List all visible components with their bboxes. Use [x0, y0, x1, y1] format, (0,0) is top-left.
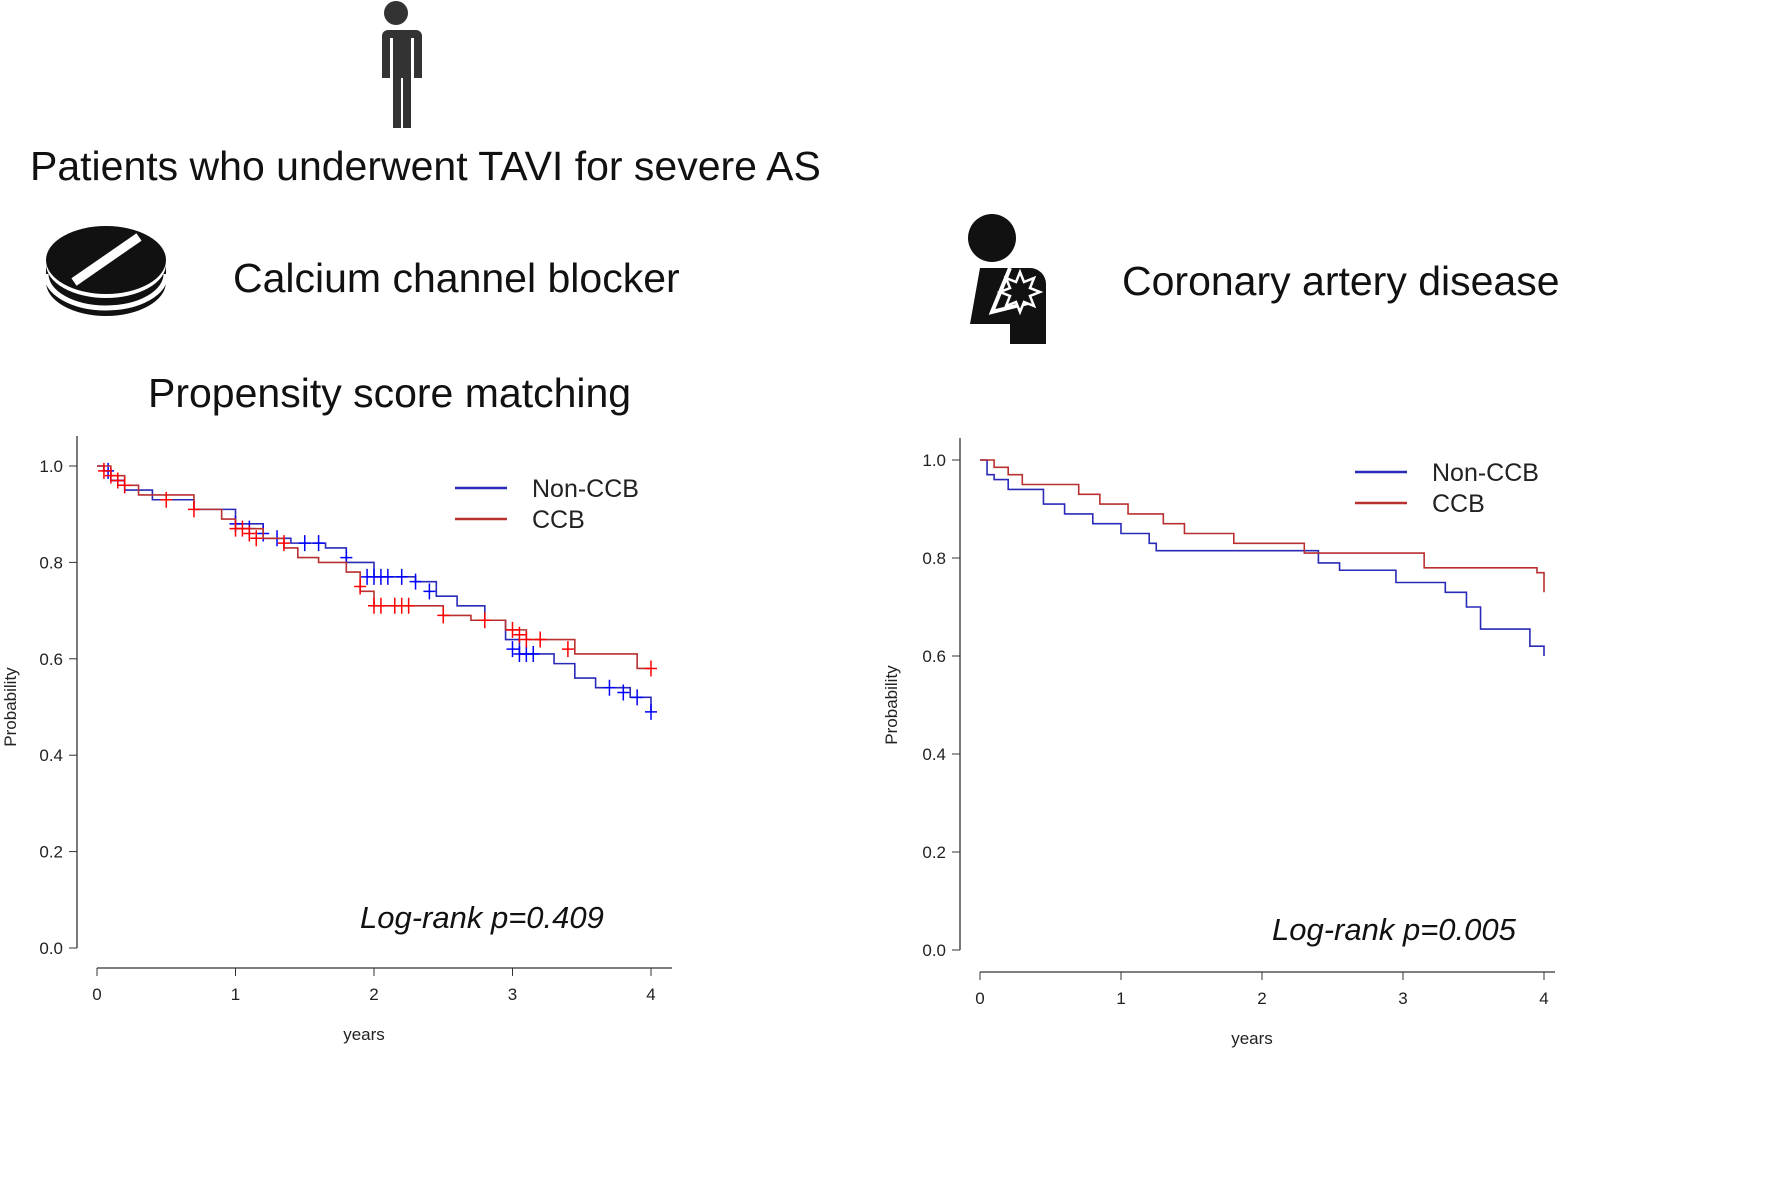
censor-mark — [402, 597, 415, 614]
censor-mark — [603, 679, 616, 696]
censor-mark — [423, 583, 436, 600]
legend-label: Non-CCB — [532, 475, 639, 503]
main-title: Patients who underwent TAVI for severe A… — [30, 143, 821, 189]
pill-icon — [44, 226, 169, 316]
x-tick-label: 2 — [1257, 989, 1266, 1008]
censor-mark — [236, 520, 249, 537]
km-curve-ccb — [980, 459, 1545, 593]
censor-mark — [381, 568, 394, 585]
person-icon — [376, 1, 422, 128]
cad-label: Coronary artery disease — [1122, 258, 1560, 304]
x-axis-label: years — [343, 1025, 385, 1044]
censor-mark — [118, 477, 131, 494]
censor-mark — [104, 467, 117, 484]
censor-mark — [534, 631, 547, 648]
censor-mark — [277, 535, 290, 552]
y-tick-label: 0.6 — [922, 647, 946, 666]
censor-mark — [513, 626, 526, 643]
censor-mark — [527, 645, 540, 662]
censor-mark — [437, 607, 450, 624]
y-tick-label: 0.2 — [39, 843, 63, 862]
x-tick-label: 4 — [1539, 989, 1548, 1008]
censor-mark — [298, 535, 311, 552]
km-chart-2: 0.0 0.2 0.4 0.6 0.8 1.0 0 1 2 3 4 years Probability N… — [882, 438, 1555, 1048]
y-tick-label: 0.0 — [39, 939, 63, 958]
censor-mark — [97, 462, 110, 479]
censor-mark — [645, 703, 657, 720]
legend-label: CCB — [532, 506, 585, 534]
censor-mark — [617, 684, 630, 701]
km-chart-1: 0.0 0.2 0.4 0.6 0.8 1.0 0 1 2 3 4 years Probability N… — [1, 436, 672, 1044]
log-rank-annotation: Log-rank p=0.409 — [360, 900, 604, 935]
x-tick-label: 0 — [92, 985, 101, 1004]
y-tick-label: 0.2 — [922, 843, 946, 862]
ccb-label: Calcium channel blocker — [233, 255, 680, 301]
y-tick-label: 1.0 — [922, 451, 946, 470]
y-tick-label: 0.0 — [922, 941, 946, 960]
censor-mark — [187, 501, 200, 518]
x-tick-label: 1 — [1116, 989, 1125, 1008]
censor-mark — [520, 631, 533, 648]
censor-mark — [645, 660, 657, 677]
censor-mark — [478, 612, 491, 629]
x-tick-label: 1 — [231, 985, 240, 1004]
censor-mark — [312, 535, 325, 552]
y-axis-label: Probability — [882, 665, 901, 745]
censor-mark — [506, 641, 519, 658]
censor-mark — [111, 472, 124, 489]
x-tick-label: 3 — [508, 985, 517, 1004]
y-tick-label: 0.4 — [39, 746, 63, 765]
censor-mark — [409, 573, 422, 590]
x-tick-label: 3 — [1398, 989, 1407, 1008]
censor-mark — [354, 578, 367, 595]
censor-mark — [243, 525, 256, 542]
x-tick-label: 4 — [646, 985, 655, 1004]
censor-mark — [160, 491, 173, 508]
censor-mark — [250, 530, 263, 547]
censor-mark — [561, 641, 574, 658]
y-axis-label: Probability — [1, 667, 20, 747]
censor-mark — [395, 568, 408, 585]
censor-mark — [374, 597, 387, 614]
km-curve-non-ccb — [980, 459, 1545, 656]
y-tick-label: 0.4 — [922, 745, 946, 764]
y-tick-label: 0.6 — [39, 650, 63, 669]
censor-mark — [506, 621, 519, 638]
y-tick-label: 0.8 — [922, 549, 946, 568]
x-tick-label: 0 — [975, 989, 984, 1008]
legend-label: CCB — [1432, 490, 1485, 518]
log-rank-annotation: Log-rank p=0.005 — [1272, 912, 1517, 947]
subtitle: Propensity score matching — [148, 370, 632, 416]
x-axis-label: years — [1231, 1029, 1273, 1048]
legend-label: Non-CCB — [1432, 459, 1539, 487]
y-tick-label: 1.0 — [39, 457, 63, 476]
censor-mark — [631, 689, 644, 706]
y-tick-label: 0.8 — [39, 553, 63, 572]
x-tick-label: 2 — [369, 985, 378, 1004]
chest-pain-icon — [968, 214, 1046, 344]
